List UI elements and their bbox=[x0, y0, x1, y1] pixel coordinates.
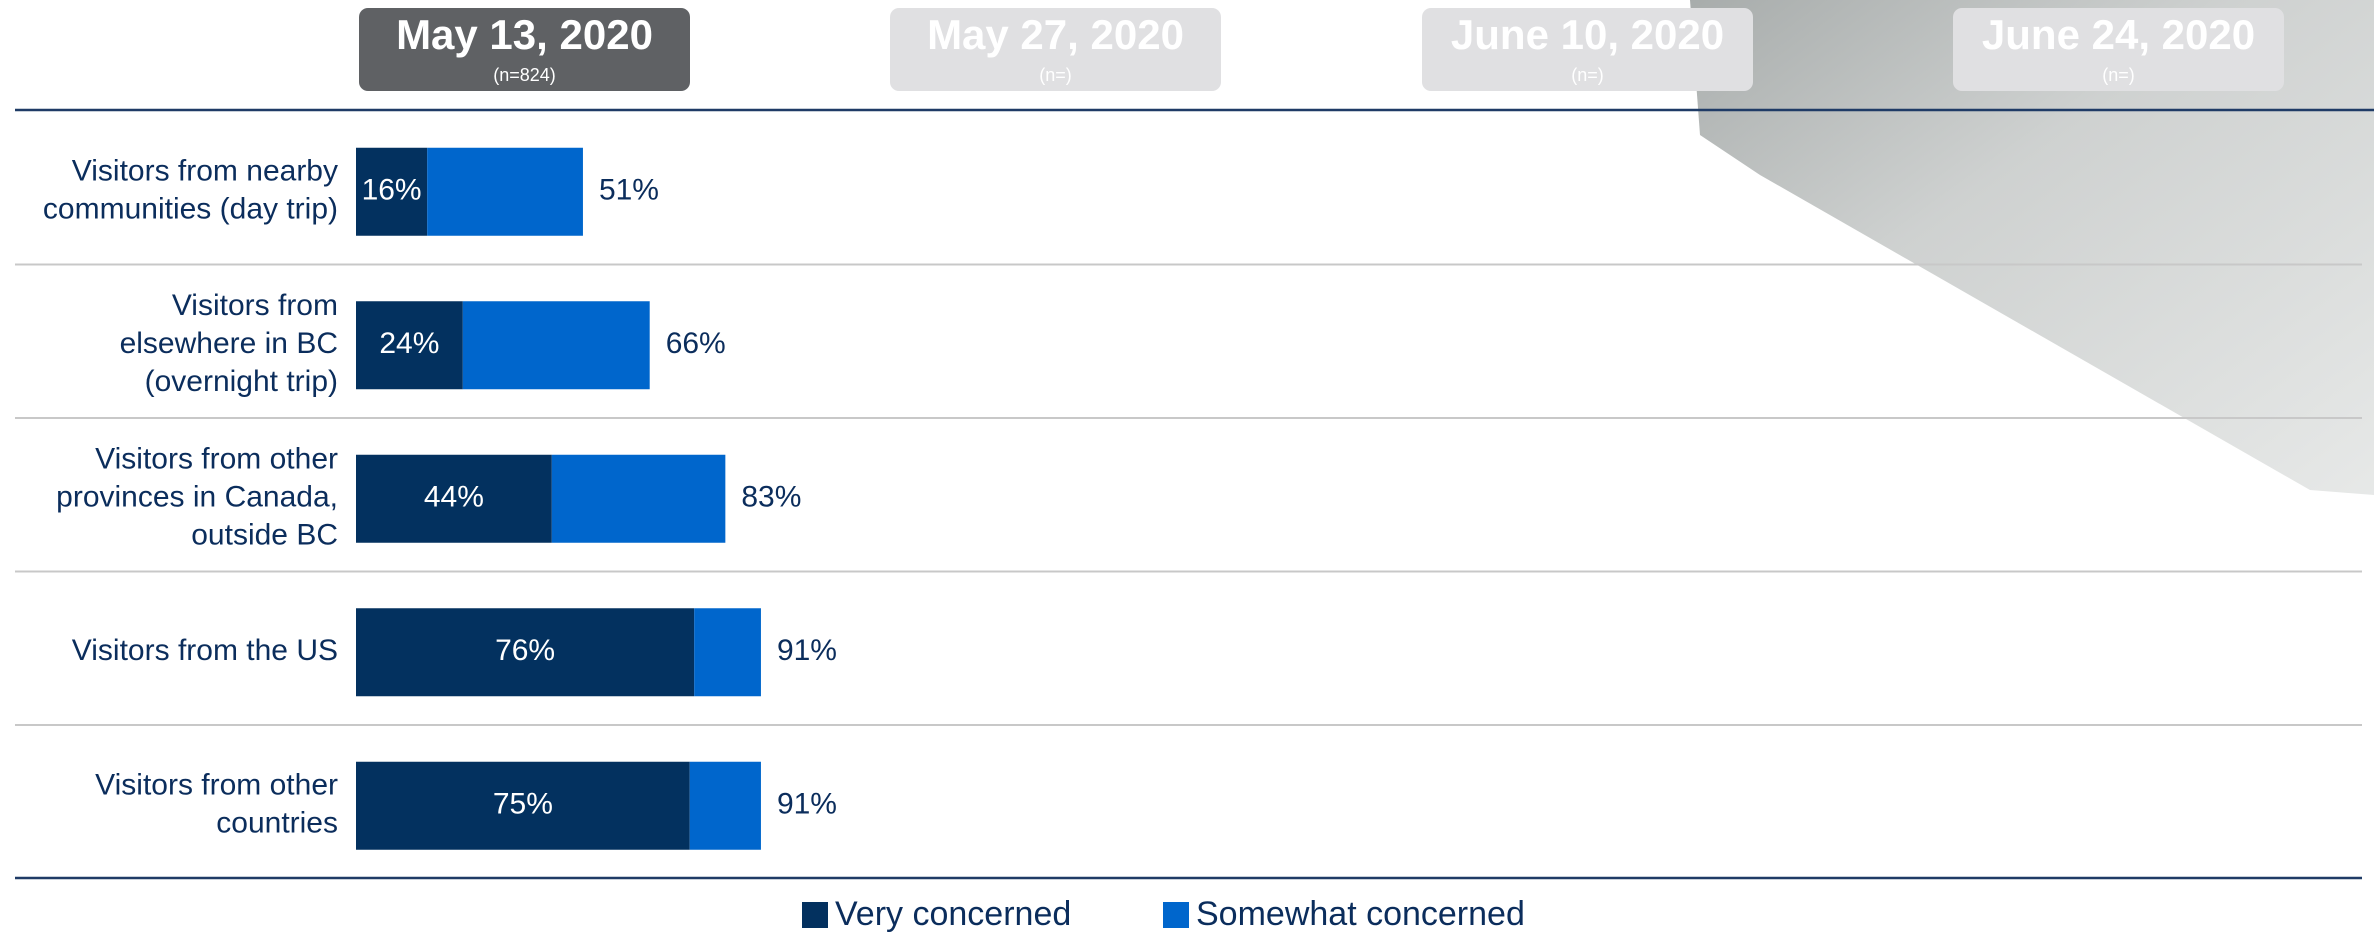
tab-sample-size: (n=) bbox=[2102, 65, 2135, 85]
date-tab[interactable] bbox=[1953, 8, 2284, 91]
date-tab[interactable] bbox=[1422, 8, 1753, 91]
category-label: Visitors from the US bbox=[72, 634, 338, 667]
bar-segment bbox=[356, 147, 428, 236]
total-label: 91% bbox=[777, 788, 837, 821]
category-label: (overnight trip) bbox=[145, 365, 338, 398]
segment-label: 75% bbox=[493, 788, 553, 821]
legend-swatch bbox=[1163, 902, 1189, 928]
bar-segment bbox=[427, 147, 583, 236]
bar-segment bbox=[356, 301, 463, 390]
category-label: elsewhere in BC bbox=[120, 327, 338, 360]
category-label: communities (day trip) bbox=[43, 193, 338, 226]
tab-date: June 24, 2020 bbox=[1982, 11, 2255, 58]
category-label: Visitors from other bbox=[95, 769, 338, 802]
total-label: 83% bbox=[741, 481, 801, 514]
category-label: provinces in Canada, bbox=[56, 481, 338, 514]
category-label: countries bbox=[216, 807, 338, 840]
category-label: Visitors from other bbox=[95, 443, 338, 476]
bar-segment bbox=[689, 761, 761, 850]
category-label: Visitors from nearby bbox=[72, 155, 338, 188]
legend-label: Somewhat concerned bbox=[1196, 895, 1525, 933]
date-tab[interactable] bbox=[890, 8, 1221, 91]
total-label: 66% bbox=[666, 327, 726, 360]
total-label: 91% bbox=[777, 634, 837, 667]
legend-label: Very concerned bbox=[835, 895, 1071, 933]
segment-label: 16% bbox=[362, 174, 422, 207]
category-label: outside BC bbox=[191, 519, 338, 552]
date-tab[interactable] bbox=[359, 8, 690, 91]
bar-segment bbox=[356, 608, 695, 697]
tab-date: May 13, 2020 bbox=[396, 11, 653, 58]
total-label: 51% bbox=[599, 174, 659, 207]
bar-segment bbox=[694, 608, 761, 697]
bar-segment bbox=[356, 761, 690, 850]
tab-date: June 10, 2020 bbox=[1451, 11, 1724, 58]
bar-segment bbox=[551, 454, 726, 543]
bar-segment bbox=[356, 454, 552, 543]
category-label: Visitors from bbox=[172, 289, 338, 322]
background-photo bbox=[1690, 0, 2374, 495]
tab-date: May 27, 2020 bbox=[927, 11, 1184, 58]
bar-segment bbox=[462, 301, 650, 390]
segment-label: 76% bbox=[495, 634, 555, 667]
segment-label: 24% bbox=[379, 327, 439, 360]
tab-sample-size: (n=) bbox=[1039, 65, 1072, 85]
tab-sample-size: (n=) bbox=[1571, 65, 1604, 85]
segment-label: 44% bbox=[424, 481, 484, 514]
tab-sample-size: (n=824) bbox=[493, 65, 556, 85]
legend-swatch bbox=[802, 902, 828, 928]
